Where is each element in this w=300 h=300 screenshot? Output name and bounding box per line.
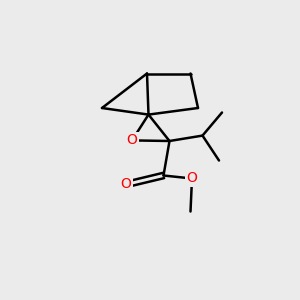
Text: O: O bbox=[121, 178, 131, 191]
Text: O: O bbox=[187, 172, 197, 185]
Text: O: O bbox=[127, 134, 137, 147]
